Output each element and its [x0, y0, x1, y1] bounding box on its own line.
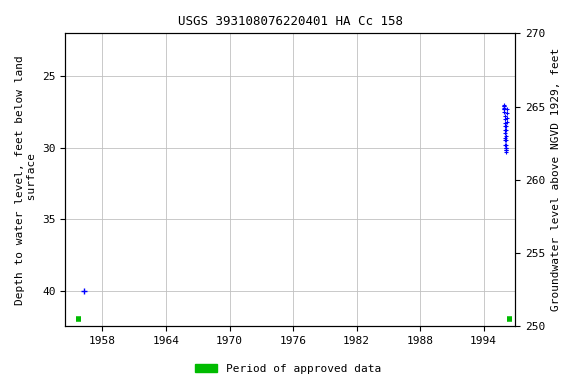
Legend: Period of approved data: Period of approved data	[191, 359, 385, 379]
Y-axis label: Groundwater level above NGVD 1929, feet: Groundwater level above NGVD 1929, feet	[551, 48, 561, 311]
Title: USGS 393108076220401 HA Cc 158: USGS 393108076220401 HA Cc 158	[178, 15, 403, 28]
Y-axis label: Depth to water level, feet below land
 surface: Depth to water level, feet below land su…	[15, 55, 37, 305]
